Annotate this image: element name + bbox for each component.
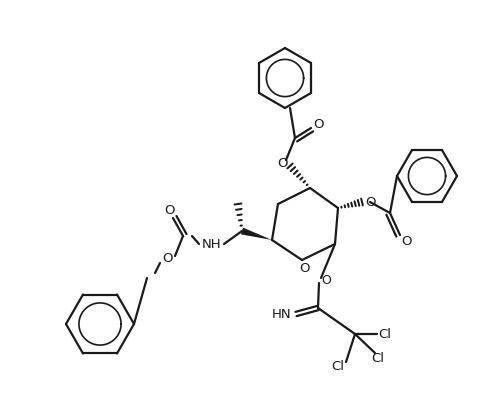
Text: O: O <box>401 234 411 248</box>
Text: Cl: Cl <box>379 327 392 341</box>
Text: O: O <box>162 251 172 265</box>
Polygon shape <box>241 228 272 240</box>
Text: O: O <box>299 261 309 274</box>
Text: Cl: Cl <box>372 352 384 364</box>
Text: O: O <box>277 156 287 169</box>
Text: Cl: Cl <box>332 360 345 373</box>
Text: NH: NH <box>202 238 222 251</box>
Text: O: O <box>314 118 324 131</box>
Text: HN: HN <box>272 308 292 320</box>
Text: O: O <box>365 196 375 209</box>
Text: O: O <box>164 204 174 217</box>
Text: O: O <box>321 274 331 286</box>
